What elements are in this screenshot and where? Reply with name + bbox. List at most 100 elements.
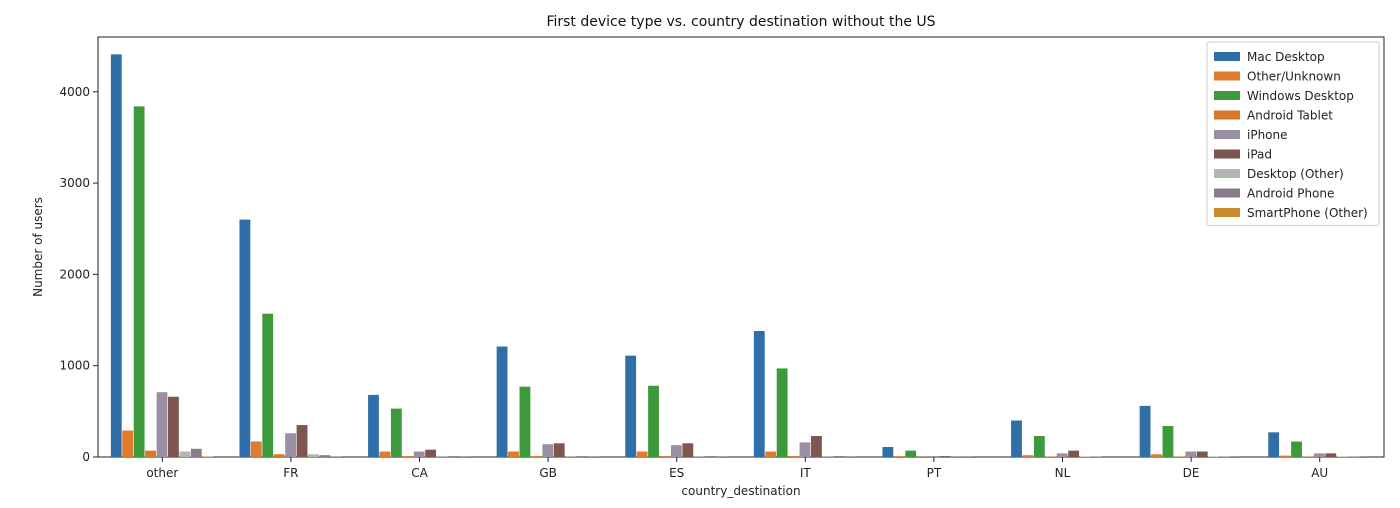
x-tick-label: GB	[539, 466, 557, 480]
legend-swatch	[1214, 110, 1240, 120]
bar	[133, 106, 145, 457]
legend-entry: Mac Desktop	[1247, 50, 1325, 64]
x-tick-label: AU	[1311, 466, 1328, 480]
bar	[939, 456, 951, 457]
legend-box	[1206, 41, 1380, 226]
bar	[1033, 436, 1045, 457]
legend-entry: SmartPhone (Other)	[1247, 206, 1368, 220]
bar	[553, 443, 565, 457]
legend-swatch	[1214, 52, 1240, 61]
bar	[168, 396, 179, 457]
bar	[648, 385, 659, 457]
bar	[682, 443, 694, 457]
bar	[893, 456, 905, 457]
y-tick-label: 1000	[59, 359, 90, 373]
x-axis-label: country_destination	[681, 484, 800, 498]
legend-swatch	[1214, 71, 1240, 81]
bar	[273, 454, 285, 457]
bar	[296, 425, 308, 457]
y-tick-label: 0	[82, 450, 90, 464]
bar	[110, 54, 122, 457]
legend-entry: Desktop (Other)	[1247, 167, 1344, 181]
bar	[1196, 451, 1208, 457]
bar	[262, 313, 274, 457]
bar	[496, 346, 508, 457]
x-tick-label: PT	[927, 466, 942, 480]
bar	[308, 454, 319, 457]
bar	[659, 456, 671, 457]
bar	[1011, 420, 1022, 457]
bar	[1325, 453, 1337, 457]
y-tick-label: 3000	[59, 176, 90, 190]
x-tick-label: NL	[1055, 466, 1071, 480]
x-tick-label: ES	[669, 466, 684, 480]
legend-entry: iPad	[1247, 148, 1272, 162]
bar	[1151, 454, 1162, 457]
bar	[1139, 405, 1151, 457]
bar	[705, 456, 717, 457]
legend-entry: Android Phone	[1247, 187, 1334, 201]
bar	[122, 430, 134, 457]
legend-entry: Android Tablet	[1247, 109, 1333, 123]
bar	[542, 444, 554, 457]
y-axis: 0 1000 2000 3000 4000	[59, 85, 98, 464]
y-tick-label: 2000	[59, 267, 90, 281]
bar	[179, 451, 191, 457]
bar	[776, 368, 788, 457]
bar	[1056, 453, 1068, 457]
x-tick-label: CA	[411, 466, 428, 480]
legend-swatch	[1214, 91, 1240, 100]
bar	[693, 456, 705, 457]
x-tick-label: DE	[1183, 466, 1200, 480]
bar	[882, 446, 894, 457]
bar	[1068, 450, 1080, 457]
bar	[319, 455, 331, 457]
bar	[765, 451, 777, 457]
bar	[1162, 425, 1174, 457]
bar	[576, 456, 588, 457]
legend-entry: Windows Desktop	[1247, 89, 1354, 103]
x-tick-label: IT	[800, 466, 812, 480]
bar	[239, 219, 251, 457]
legend-swatch	[1214, 208, 1240, 217]
bar	[425, 449, 437, 457]
bar	[905, 450, 917, 457]
bar	[1291, 441, 1302, 457]
x-tick-label: FR	[283, 466, 298, 480]
x-tick-label: other	[146, 466, 178, 480]
plot-area	[97, 36, 1385, 458]
bar	[811, 436, 822, 457]
bar	[1279, 455, 1291, 457]
bar	[368, 394, 379, 457]
bar	[413, 451, 425, 457]
legend-entry: Other/Unknown	[1247, 70, 1341, 84]
legend: Mac Desktop Other/Unknown Windows Desktop A…	[1206, 41, 1380, 226]
legend-swatch	[1214, 169, 1240, 178]
bar	[833, 456, 845, 457]
bar	[1022, 455, 1034, 457]
bar	[565, 456, 577, 457]
bar	[145, 450, 156, 457]
bars	[110, 54, 1371, 457]
legend-swatch	[1214, 149, 1240, 159]
y-axis-label: Number of users	[31, 197, 45, 297]
bar	[788, 456, 799, 457]
legend-entry: iPhone	[1247, 128, 1288, 142]
chart-title: First device type vs. country destinatio…	[546, 14, 935, 30]
y-tick-label: 4000	[59, 85, 90, 99]
bar	[508, 451, 519, 457]
bar	[1185, 451, 1197, 457]
bar	[448, 456, 459, 457]
bar	[285, 433, 297, 457]
bar	[636, 451, 648, 457]
bar	[670, 445, 682, 457]
bar	[519, 386, 531, 457]
bar	[1313, 453, 1325, 457]
bar	[822, 456, 834, 457]
x-axis: other FR CA GB ES IT PT NL DE AU	[146, 457, 1328, 480]
bar	[530, 456, 542, 457]
bar	[379, 451, 391, 457]
bar	[625, 355, 637, 457]
bar	[928, 456, 940, 457]
